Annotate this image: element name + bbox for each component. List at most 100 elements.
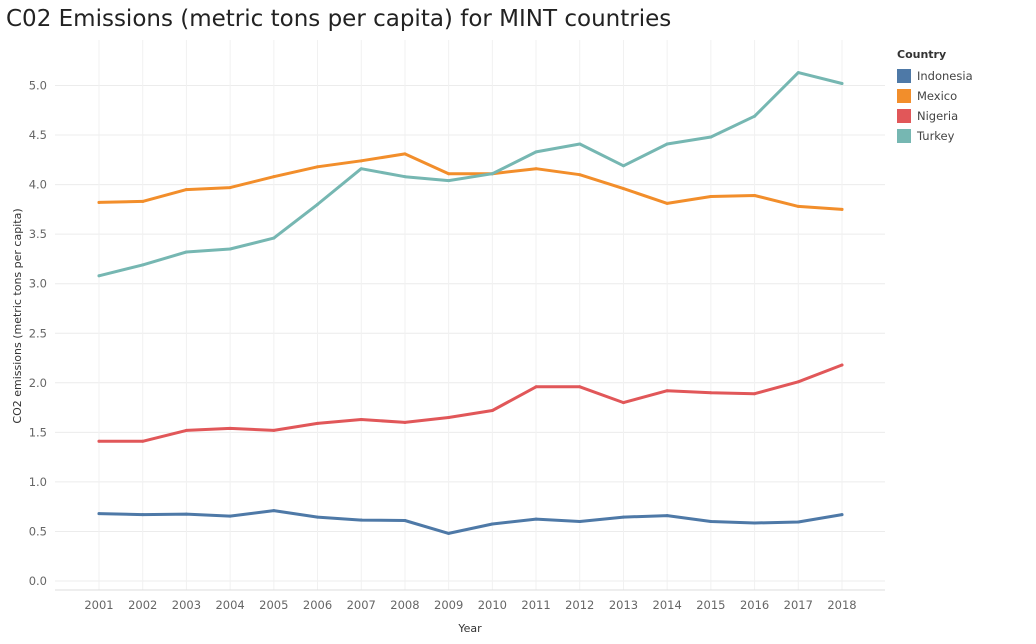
data-point-nigeria[interactable] xyxy=(753,392,757,396)
data-point-indonesia[interactable] xyxy=(534,517,538,521)
data-point-mexico[interactable] xyxy=(578,173,582,177)
x-tick-label: 2012 xyxy=(565,598,594,612)
x-tick-label: 2013 xyxy=(609,598,638,612)
data-point-nigeria[interactable] xyxy=(316,421,320,425)
x-tick-label: 2016 xyxy=(740,598,769,612)
data-point-mexico[interactable] xyxy=(534,167,538,171)
data-point-nigeria[interactable] xyxy=(578,385,582,389)
y-tick-label: 0.0 xyxy=(29,574,47,588)
data-point-indonesia[interactable] xyxy=(316,515,320,519)
x-tick-label: 2008 xyxy=(390,598,419,612)
data-point-mexico[interactable] xyxy=(228,186,232,190)
data-point-indonesia[interactable] xyxy=(753,521,757,525)
legend-item-turkey[interactable]: Turkey xyxy=(897,126,973,146)
data-point-mexico[interactable] xyxy=(447,172,451,176)
data-point-mexico[interactable] xyxy=(141,199,145,203)
data-point-turkey[interactable] xyxy=(621,164,625,168)
data-point-nigeria[interactable] xyxy=(184,428,188,432)
data-point-nigeria[interactable] xyxy=(840,363,844,367)
data-point-indonesia[interactable] xyxy=(359,518,363,522)
data-point-mexico[interactable] xyxy=(840,207,844,211)
data-point-nigeria[interactable] xyxy=(97,439,101,443)
data-point-nigeria[interactable] xyxy=(228,426,232,430)
data-point-mexico[interactable] xyxy=(796,204,800,208)
series-line-indonesia[interactable] xyxy=(97,509,844,535)
data-point-indonesia[interactable] xyxy=(184,512,188,516)
data-point-nigeria[interactable] xyxy=(359,417,363,421)
data-point-turkey[interactable] xyxy=(272,236,276,240)
data-point-indonesia[interactable] xyxy=(447,531,451,535)
legend-item-indonesia[interactable]: Indonesia xyxy=(897,66,973,86)
data-point-mexico[interactable] xyxy=(316,165,320,169)
data-point-nigeria[interactable] xyxy=(796,380,800,384)
data-point-turkey[interactable] xyxy=(316,202,320,206)
data-point-indonesia[interactable] xyxy=(840,513,844,517)
data-point-nigeria[interactable] xyxy=(141,439,145,443)
legend-title: Country xyxy=(897,48,947,61)
y-tick-label: 4.5 xyxy=(29,128,47,142)
data-point-turkey[interactable] xyxy=(184,250,188,254)
data-point-mexico[interactable] xyxy=(359,159,363,163)
x-tick-label: 2002 xyxy=(128,598,157,612)
data-point-mexico[interactable] xyxy=(403,152,407,156)
data-point-indonesia[interactable] xyxy=(665,514,669,518)
series-line-turkey[interactable] xyxy=(97,71,844,278)
x-tick-label: 2018 xyxy=(827,598,856,612)
data-point-mexico[interactable] xyxy=(621,187,625,191)
data-point-indonesia[interactable] xyxy=(403,519,407,523)
data-point-mexico[interactable] xyxy=(709,194,713,198)
data-point-nigeria[interactable] xyxy=(490,409,494,413)
data-point-mexico[interactable] xyxy=(753,194,757,198)
data-point-nigeria[interactable] xyxy=(447,415,451,419)
data-point-nigeria[interactable] xyxy=(665,389,669,393)
series-line-nigeria[interactable] xyxy=(97,363,844,443)
x-tick-label: 2010 xyxy=(478,598,507,612)
data-point-turkey[interactable] xyxy=(709,135,713,139)
data-point-turkey[interactable] xyxy=(359,167,363,171)
data-point-turkey[interactable] xyxy=(840,82,844,86)
legend-label: Turkey xyxy=(917,129,955,143)
series-line-mexico[interactable] xyxy=(97,152,844,211)
data-point-turkey[interactable] xyxy=(665,142,669,146)
legend-item-nigeria[interactable]: Nigeria xyxy=(897,106,973,126)
x-tick-label: 2011 xyxy=(521,598,550,612)
data-point-turkey[interactable] xyxy=(578,142,582,146)
data-point-turkey[interactable] xyxy=(753,114,757,118)
y-tick-label: 4.0 xyxy=(29,178,47,192)
data-point-nigeria[interactable] xyxy=(709,391,713,395)
data-point-indonesia[interactable] xyxy=(97,512,101,516)
data-point-turkey[interactable] xyxy=(534,150,538,154)
data-point-indonesia[interactable] xyxy=(228,514,232,518)
x-tick-label: 2015 xyxy=(696,598,725,612)
data-point-mexico[interactable] xyxy=(665,201,669,205)
legend-label: Indonesia xyxy=(917,69,973,83)
data-point-indonesia[interactable] xyxy=(490,522,494,526)
data-point-indonesia[interactable] xyxy=(796,520,800,524)
data-point-nigeria[interactable] xyxy=(403,420,407,424)
data-point-indonesia[interactable] xyxy=(709,520,713,524)
data-point-turkey[interactable] xyxy=(141,263,145,267)
data-point-turkey[interactable] xyxy=(97,274,101,278)
data-point-nigeria[interactable] xyxy=(534,385,538,389)
data-point-turkey[interactable] xyxy=(447,179,451,183)
data-point-nigeria[interactable] xyxy=(272,428,276,432)
data-point-indonesia[interactable] xyxy=(578,520,582,524)
legend-swatch xyxy=(897,89,911,103)
data-point-mexico[interactable] xyxy=(272,175,276,179)
data-point-turkey[interactable] xyxy=(228,247,232,251)
data-point-indonesia[interactable] xyxy=(272,509,276,513)
data-point-turkey[interactable] xyxy=(490,172,494,176)
legend-item-mexico[interactable]: Mexico xyxy=(897,86,973,106)
data-point-mexico[interactable] xyxy=(97,200,101,204)
legend-label: Nigeria xyxy=(917,109,959,123)
data-point-turkey[interactable] xyxy=(403,175,407,179)
x-tick-label: 2014 xyxy=(653,598,682,612)
y-tick-label: 0.5 xyxy=(29,524,47,538)
y-tick-label: 1.5 xyxy=(29,425,47,439)
data-point-indonesia[interactable] xyxy=(141,513,145,517)
data-point-indonesia[interactable] xyxy=(621,515,625,519)
data-point-mexico[interactable] xyxy=(184,188,188,192)
data-point-turkey[interactable] xyxy=(796,71,800,75)
data-point-nigeria[interactable] xyxy=(621,401,625,405)
